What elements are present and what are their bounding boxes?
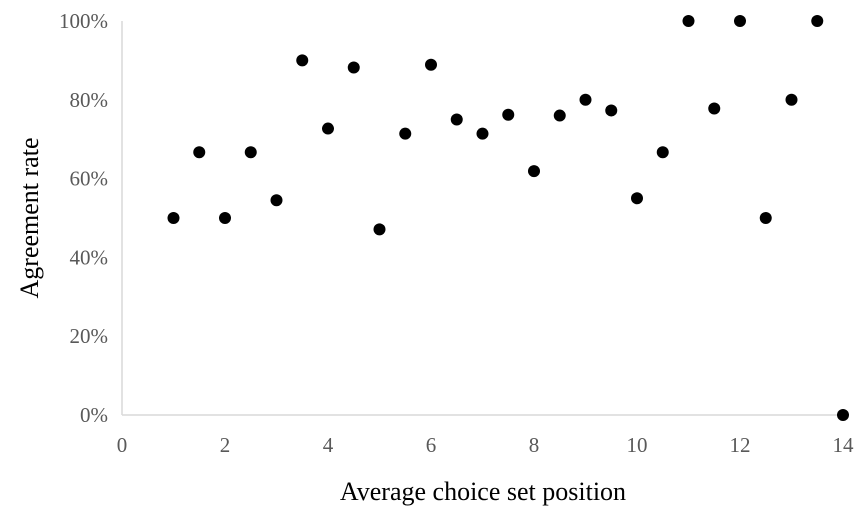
data-point	[734, 15, 746, 27]
data-point	[476, 127, 489, 140]
x-axis-title: Average choice set position	[340, 477, 626, 506]
data-point	[193, 146, 206, 159]
data-point	[219, 212, 231, 224]
y-tick-label: 100%	[59, 9, 108, 33]
x-tick-labels: 0 2 4 6 8 10 12 14	[117, 433, 854, 457]
x-tick-label: 0	[117, 433, 128, 457]
axes	[121, 21, 843, 416]
data-point	[682, 15, 695, 27]
x-tick-label: 14	[833, 433, 855, 457]
data-point	[759, 212, 772, 224]
data-point	[425, 58, 437, 71]
x-tick-label: 2	[220, 433, 231, 457]
y-tick-label: 40%	[70, 245, 109, 269]
data-point	[373, 223, 386, 236]
y-tick-label: 60%	[70, 167, 109, 191]
data-point	[631, 192, 643, 205]
y-axis-title: Agreement rate	[15, 138, 44, 299]
data-point	[837, 409, 849, 421]
data-point	[399, 127, 412, 140]
y-tick-label: 80%	[70, 88, 109, 112]
data-point	[708, 102, 721, 115]
data-point	[450, 113, 463, 126]
data-point	[322, 122, 334, 135]
data-point	[785, 93, 798, 106]
data-point	[270, 194, 283, 207]
y-tick-label: 20%	[70, 324, 109, 348]
x-tick-label: 12	[730, 433, 751, 457]
data-point	[605, 104, 618, 117]
data-point	[811, 15, 824, 27]
x-tick-label: 4	[323, 433, 334, 457]
y-tick-label: 0%	[80, 403, 108, 427]
x-tick-label: 6	[426, 433, 437, 457]
x-tick-label: 8	[529, 433, 540, 457]
data-point	[502, 108, 515, 121]
data-points	[167, 15, 849, 421]
y-tick-labels: 0% 20% 40% 60% 80% 100%	[59, 9, 108, 427]
data-point	[656, 146, 669, 159]
data-point	[244, 146, 257, 159]
data-point	[167, 212, 180, 224]
data-point	[347, 61, 360, 74]
x-tick-label: 10	[627, 433, 648, 457]
data-point	[296, 54, 309, 67]
data-point	[553, 109, 566, 122]
data-point	[528, 165, 540, 178]
data-point	[579, 93, 592, 106]
